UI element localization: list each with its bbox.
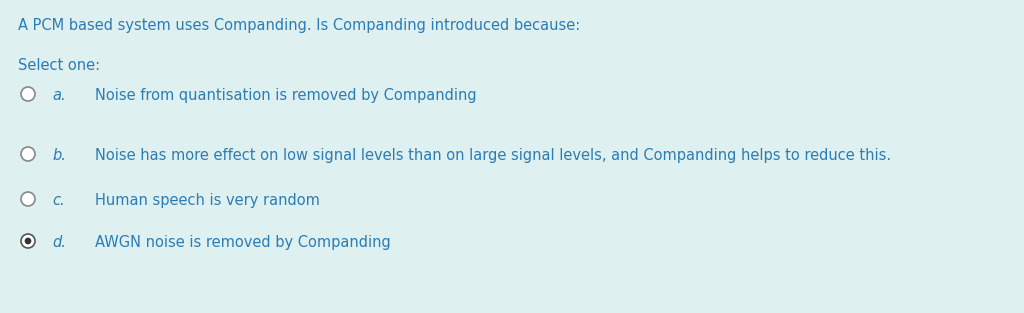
Text: d.: d.: [52, 235, 66, 250]
Circle shape: [22, 192, 35, 206]
Text: a.: a.: [52, 88, 66, 103]
Text: AWGN noise is removed by Companding: AWGN noise is removed by Companding: [95, 235, 391, 250]
Text: Human speech is very random: Human speech is very random: [95, 193, 319, 208]
Circle shape: [22, 87, 35, 101]
Text: b.: b.: [52, 148, 66, 163]
Circle shape: [22, 234, 35, 248]
Circle shape: [25, 238, 32, 244]
Text: c.: c.: [52, 193, 65, 208]
Text: Select one:: Select one:: [18, 58, 100, 73]
Text: Noise from quantisation is removed by Companding: Noise from quantisation is removed by Co…: [95, 88, 476, 103]
Text: A PCM based system uses Companding. Is Companding introduced because:: A PCM based system uses Companding. Is C…: [18, 18, 581, 33]
Text: Noise has more effect on low signal levels than on large signal levels, and Comp: Noise has more effect on low signal leve…: [95, 148, 891, 163]
Circle shape: [22, 147, 35, 161]
